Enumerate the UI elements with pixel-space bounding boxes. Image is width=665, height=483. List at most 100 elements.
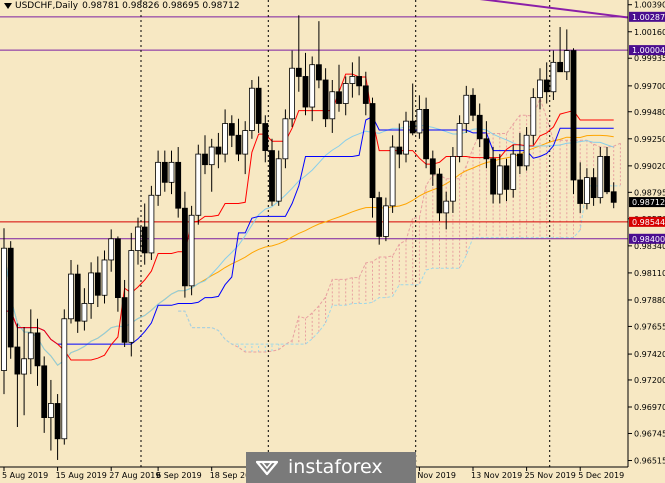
time-tick-label: 27 Aug 2019: [109, 471, 160, 480]
ohlc-readout: 0.98781 0.98826 0.98695 0.98712: [82, 1, 240, 11]
bearish-candle: [610, 191, 617, 203]
price-label-text: 1.00004: [632, 46, 665, 55]
bearish-candle: [202, 153, 208, 166]
kijun-sen-line: [4, 115, 614, 345]
time-tick-label: 18 Sep 2019: [210, 471, 261, 480]
price-tick-label: 0.96515: [634, 457, 665, 466]
ma-mid-line: [3, 124, 614, 366]
bearish-candle: [503, 165, 510, 190]
bearish-candle: [570, 50, 577, 181]
price-label-box: [629, 11, 665, 22]
chart-title: USDCHF,Daily 0.98781 0.98826 0.98695 0.98…: [4, 1, 240, 11]
price-tick-label: 0.97420: [634, 350, 665, 359]
bearish-candle: [175, 161, 182, 209]
bullish-candle: [108, 238, 115, 261]
bullish-candle: [530, 97, 537, 136]
bullish-candle: [349, 76, 356, 84]
bearish-candle: [7, 247, 14, 348]
bearish-candle: [262, 123, 269, 151]
resistance-trendline[interactable]: [403, 0, 665, 42]
bullish-candle: [382, 205, 389, 237]
bearish-candle: [543, 79, 550, 93]
bullish-candle: [222, 123, 229, 155]
bearish-candle: [228, 123, 235, 136]
price-tick-label: 0.98110: [634, 269, 665, 278]
bullish-candle: [550, 61, 557, 93]
bearish-candle: [161, 161, 168, 183]
senkou-span-b-line: [178, 185, 621, 345]
bullish-candle: [248, 87, 255, 131]
bullish-candle: [456, 123, 463, 157]
chart-symbol: USDCHF,Daily: [15, 1, 79, 11]
bearish-candle: [429, 158, 436, 175]
bearish-candle: [396, 146, 403, 155]
bullish-candle: [21, 358, 28, 375]
bullish-candle: [148, 194, 155, 254]
bullish-candle: [342, 83, 349, 104]
bearish-candle: [369, 103, 376, 199]
bearish-candle: [476, 114, 483, 140]
price-label-text: 1.00287: [632, 13, 665, 22]
bullish-candle: [101, 259, 108, 296]
bearish-candle: [423, 108, 430, 160]
price-label-box: [629, 197, 665, 208]
bullish-candle: [242, 130, 249, 155]
time-tick-label: 5 Dec 2019: [578, 471, 624, 480]
bullish-candle: [48, 403, 54, 418]
price-label-box: [629, 233, 665, 244]
bullish-candle: [389, 146, 396, 207]
trendline[interactable]: [403, 0, 665, 42]
candles: [1, 15, 617, 460]
bullish-candle: [463, 94, 470, 124]
bearish-candle: [322, 79, 329, 120]
bullish-candle: [416, 108, 423, 134]
horizontal-levels: [0, 16, 628, 240]
price-tick-label: 0.97880: [634, 296, 665, 305]
bullish-candle: [537, 79, 543, 99]
time-tick-label: 5 Aug 2019: [2, 471, 48, 480]
bearish-candle: [115, 238, 121, 299]
price-tick-label: 1.00390: [634, 1, 665, 10]
bearish-candle: [376, 197, 383, 237]
bullish-candle: [563, 50, 570, 73]
bearish-candle: [295, 67, 302, 77]
price-tick-label: 0.98795: [634, 188, 665, 197]
price-tick-label: 0.99480: [634, 108, 665, 117]
bullish-candle: [510, 153, 517, 190]
instaforex-logo-icon: [256, 460, 278, 476]
bearish-candle: [557, 61, 563, 73]
bearish-candle: [362, 85, 369, 104]
bullish-candle: [309, 64, 316, 108]
price-tick-label: 0.96745: [634, 429, 665, 438]
price-tick-label: 0.96970: [634, 403, 665, 412]
bearish-candle: [14, 346, 21, 375]
watermark-text: instaforex: [288, 456, 383, 478]
bearish-candle: [577, 179, 584, 204]
bullish-candle: [289, 67, 296, 120]
bearish-candle: [54, 403, 61, 440]
price-labels: 1.00287 1.00004 0.98712 0.98544 0.98400: [629, 11, 665, 244]
bearish-candle: [356, 76, 363, 87]
dropdown-triangle-icon: [4, 2, 12, 9]
price-label-text: 0.98712: [632, 198, 665, 207]
bearish-candle: [74, 273, 81, 322]
bullish-candle: [195, 153, 202, 216]
price-tick-label: 0.97200: [634, 376, 665, 385]
time-tick-label: 25 Nov 2019: [525, 471, 576, 480]
price-label-text: 0.98544: [632, 218, 665, 227]
bearish-candle: [315, 64, 322, 81]
bullish-candle: [329, 91, 336, 120]
time-tick-label: Nov 2019: [417, 471, 456, 480]
bearish-candle: [41, 365, 48, 418]
bearish-candle: [255, 87, 262, 124]
price-label-box: [629, 216, 665, 227]
price-tick-label: 0.99700: [634, 82, 665, 91]
bullish-candle: [81, 303, 88, 322]
bullish-candle: [449, 156, 456, 202]
bearish-candle: [34, 332, 41, 367]
bullish-candle: [168, 161, 175, 183]
bearish-candle: [604, 156, 610, 193]
